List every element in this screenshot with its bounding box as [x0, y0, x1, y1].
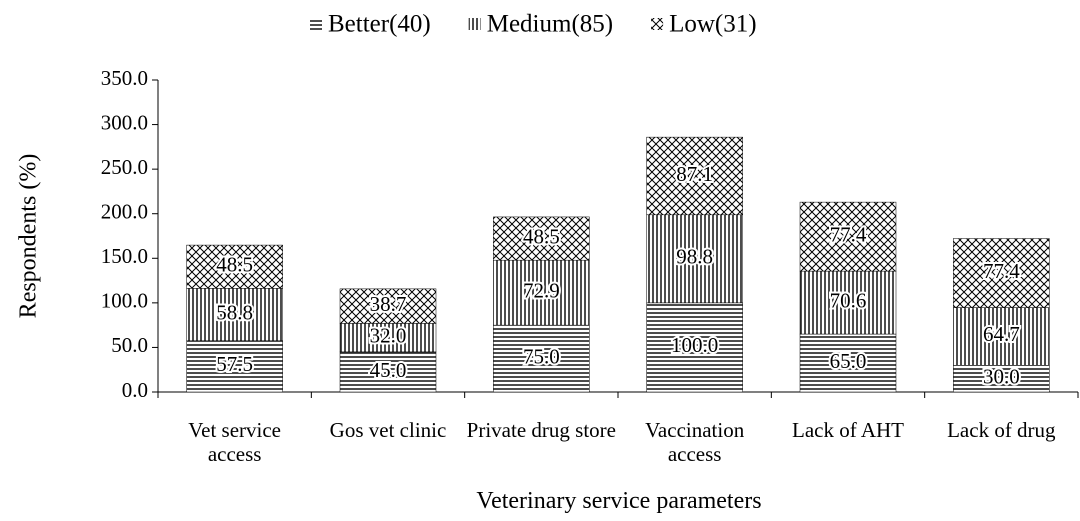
- bar-segment: [493, 216, 590, 261]
- bar-segment: [339, 288, 437, 324]
- value-label: 30.0: [983, 364, 1020, 388]
- legend-label: Medium(85): [487, 11, 613, 38]
- x-tick-label: Gos vet clinic: [329, 418, 447, 442]
- legend-swatch: [651, 18, 664, 30]
- legend-label: Better(40): [328, 11, 431, 38]
- value-label: 45.0: [370, 358, 407, 382]
- value-label: 70.6: [830, 288, 867, 312]
- bar-segment: [339, 351, 437, 393]
- value-label: 72.9: [523, 278, 560, 302]
- y-tick-label: 200.0: [101, 200, 148, 224]
- y-tick-label: 50.0: [111, 333, 148, 357]
- bar-segment: [953, 238, 1050, 308]
- legend-label: Low(31): [669, 11, 756, 38]
- x-tick-label: Private drug store: [466, 418, 616, 442]
- value-label: 38.7: [370, 292, 407, 316]
- value-label: 64.7: [983, 322, 1020, 346]
- value-label: 48.5: [523, 224, 560, 248]
- y-tick-label: 250.0: [101, 155, 148, 179]
- bar-segment: [646, 302, 743, 393]
- legend-swatch: [468, 18, 481, 30]
- value-label: 87.1: [676, 162, 713, 186]
- bar-segment: [493, 324, 590, 393]
- y-axis-label: Respondents (%): [16, 154, 42, 319]
- y-tick-label: 0.0: [122, 378, 148, 402]
- bar-segment: [186, 340, 283, 393]
- x-axis-label: Veterinary service parameters: [476, 488, 762, 514]
- value-label: 98.8: [676, 245, 713, 269]
- bar-segment: [646, 136, 743, 216]
- bar-segment: [186, 288, 283, 341]
- legend-swatch: [310, 18, 322, 30]
- value-label: 100.0: [671, 333, 718, 357]
- x-tick-label: Lack of drug: [947, 418, 1056, 442]
- bar-segment: [799, 201, 897, 272]
- y-tick-label: 300.0: [101, 110, 148, 134]
- bar-segment: [493, 259, 590, 326]
- value-label: 58.8: [216, 300, 253, 324]
- bar-segment: [799, 270, 897, 335]
- bar-segment: [186, 244, 283, 289]
- x-tick-label: Vet service access: [188, 418, 282, 466]
- value-label: 48.5: [216, 253, 253, 277]
- x-tick-label: Vaccination access: [645, 418, 745, 466]
- value-label: 77.4: [830, 222, 867, 246]
- y-tick-label: 150.0: [101, 244, 148, 268]
- value-label: 75.0: [523, 344, 560, 368]
- x-tick-label: Lack of AHT: [792, 418, 904, 442]
- bar-segment: [646, 214, 743, 304]
- value-label: 77.4: [983, 259, 1020, 283]
- y-tick-label: 100.0: [101, 289, 148, 313]
- bar-segment: [799, 333, 897, 393]
- value-label: 32.0: [370, 323, 407, 347]
- value-label: 57.5: [216, 352, 253, 376]
- value-label: 65.0: [830, 349, 867, 373]
- y-tick-label: 350.0: [101, 66, 148, 90]
